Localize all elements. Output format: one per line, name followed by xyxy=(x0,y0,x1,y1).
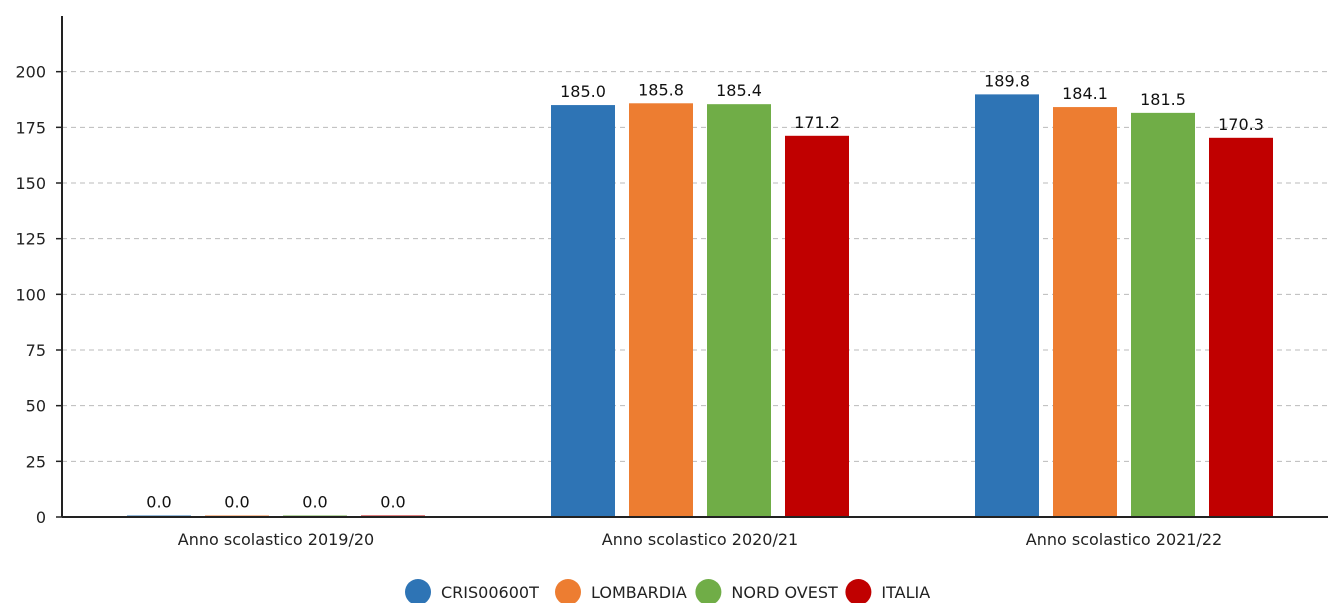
bar xyxy=(785,135,849,517)
data-label: 184.1 xyxy=(1062,84,1108,103)
y-tick-label: 75 xyxy=(26,341,46,360)
legend-label: NORD OVEST xyxy=(731,583,838,602)
legend-label: CRIS00600T xyxy=(441,583,539,602)
data-label: 0.0 xyxy=(302,493,327,512)
x-tick-label: Anno scolastico 2021/22 xyxy=(1026,530,1222,549)
bar xyxy=(707,104,771,518)
legend-swatch-icon xyxy=(555,579,581,603)
legend-label: LOMBARDIA xyxy=(591,583,687,602)
legend-item[interactable]: CRIS00600T xyxy=(405,579,539,603)
data-labels: 0.0 0.0 0.0 0.0 185.0 185.8 185.4 171.2 189.8 184… xyxy=(146,71,1264,511)
data-label: 0.0 xyxy=(224,493,249,512)
bar xyxy=(1209,137,1273,518)
x-tick-label: Anno scolastico 2020/21 xyxy=(602,530,798,549)
data-label: 0.0 xyxy=(380,493,405,512)
y-tick-label: 100 xyxy=(15,285,46,304)
y-tick-label: 50 xyxy=(26,397,46,416)
x-tick-label: Anno scolastico 2019/20 xyxy=(178,530,374,549)
bar xyxy=(975,94,1039,518)
bar xyxy=(629,103,693,517)
legend-label: ITALIA xyxy=(881,583,930,602)
legend-swatch-icon xyxy=(845,579,872,603)
data-label: 171.2 xyxy=(794,113,840,132)
legend-item[interactable]: LOMBARDIA xyxy=(555,579,687,603)
legend-swatch-icon xyxy=(695,579,722,603)
y-tick-label: 125 xyxy=(15,230,46,249)
data-label: 189.8 xyxy=(984,71,1030,90)
legend: CRIS00600T LOMBARDIA NORD OVEST ITALIA xyxy=(405,579,930,603)
legend-swatch-icon xyxy=(405,579,431,603)
data-label: 170.3 xyxy=(1218,115,1264,134)
bars xyxy=(127,94,1273,518)
data-label: 185.4 xyxy=(716,81,762,100)
y-tick-label: 200 xyxy=(15,63,46,82)
bar xyxy=(1131,112,1195,518)
data-label: 185.8 xyxy=(638,80,684,99)
bar xyxy=(551,105,615,518)
axes: 0 25 50 75 100 125 150 175 200 Anno scolastico 20… xyxy=(15,16,1328,549)
bar xyxy=(1053,107,1117,517)
data-label: 185.0 xyxy=(560,82,606,101)
data-label: 0.0 xyxy=(146,493,171,512)
legend-item[interactable]: NORD OVEST xyxy=(695,579,838,603)
y-tick-label: 150 xyxy=(15,174,46,193)
legend-item[interactable]: ITALIA xyxy=(845,579,930,603)
y-tick-label: 25 xyxy=(26,452,46,471)
grid-lines xyxy=(62,71,1328,462)
y-tick-label: 175 xyxy=(15,118,46,137)
data-label: 181.5 xyxy=(1140,90,1186,109)
y-tick-label: 0 xyxy=(36,508,46,527)
